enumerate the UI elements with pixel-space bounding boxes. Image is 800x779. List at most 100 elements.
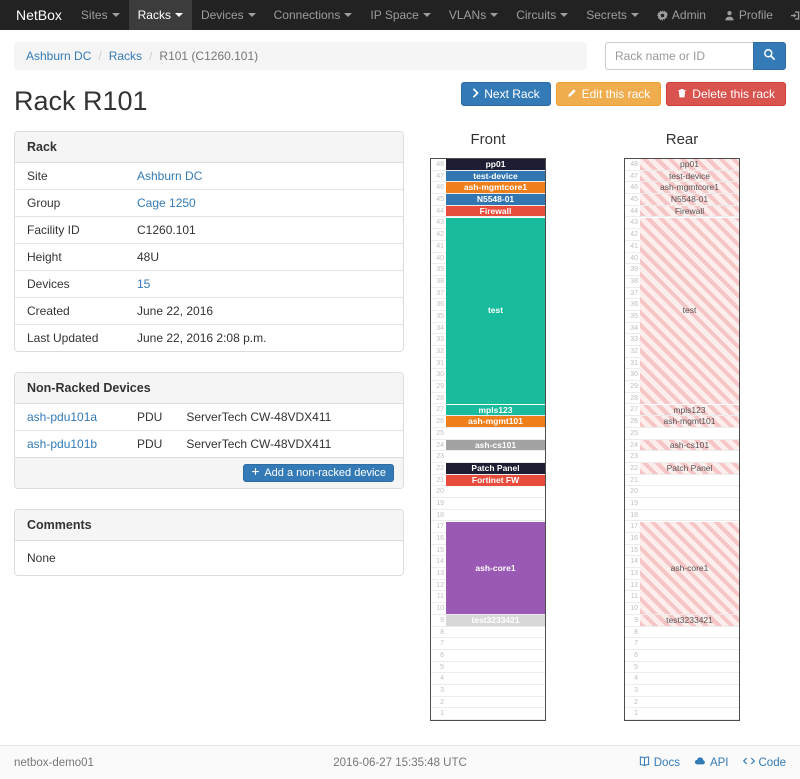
rack-panel: Rack Site Ashburn DC Group Cage 1250 Facilit… [14,131,404,352]
rack-unit-number: 11 [630,593,638,601]
nav-item-secrets[interactable]: Secrets [577,0,648,30]
rack-unit-21: 21 [431,475,545,487]
nav-item-label: Admin [671,8,706,22]
rack-device-patch-panel[interactable]: Patch Panel [640,463,739,474]
rack-device-n5548-01[interactable]: N5548-01 [640,194,739,205]
caret-down-icon [560,13,569,17]
nav-item-vlans[interactable]: VLANs [440,0,507,30]
attr-value-link[interactable]: Ashburn DC [137,169,203,183]
device-name-cell: ash-pdu101b [15,430,125,457]
rack-unit-number: 47 [630,172,638,180]
breadcrumb-item-racks[interactable]: Racks [108,49,143,63]
attr-value-height: 48U [125,243,403,271]
rack-unit-number: 39 [436,266,444,274]
attr-value-link[interactable]: 15 [137,277,151,291]
rack-device-ash-cs101[interactable]: ash-cs101 [446,439,545,451]
rack-unit-number: 31 [436,359,444,367]
add-nonracked-device-button[interactable]: Add a non-racked device [243,464,394,482]
next-rack-button[interactable]: Next Rack [461,82,551,106]
search-input[interactable] [605,42,753,70]
nav-item-racks[interactable]: Racks [128,0,192,30]
chevron-right-icon [472,87,479,101]
rack-device-ash-cs101[interactable]: ash-cs101 [640,439,739,451]
rack-unit-number: 5 [440,663,444,671]
rack-unit-number: 13 [436,570,444,578]
rack-unit-27: 27 [625,404,739,417]
delete-rack-button[interactable]: Delete this rack [666,82,786,106]
rack-unit-number: 15 [630,546,638,554]
rack-device-ash-core1[interactable]: ash-core1 [446,521,545,615]
rack-device-test-device[interactable]: test-device [446,170,545,182]
rack-attr-row: Created June 22, 2016 [15,297,403,325]
rack-device-mpls123[interactable]: mpls123 [640,404,739,416]
breadcrumb-item-ashburn-dc[interactable]: Ashburn DC [26,49,92,63]
footer-link-api[interactable]: API [694,755,729,770]
rack-unit-24: 24 [625,440,739,452]
rack-device-test-device[interactable]: test-device [640,170,739,182]
nonracked-device-row: ash-pdu101b PDU ServerTech CW-48VDX411 [15,430,403,457]
rack-device-pp01[interactable]: pp01 [446,159,545,170]
rack-unit-2: 2 [625,697,739,709]
rack-unit-44: 44 [625,206,739,218]
rack-unit-number: 1 [634,710,638,718]
rack-device-ash-mgmtcore1[interactable]: ash-mgmtcore1 [446,182,545,194]
attr-label-facility-id: Facility ID [15,216,125,244]
nav-item-sites[interactable]: Sites [72,0,129,30]
rack-unit-46: 46 [625,182,739,195]
comments-body: None [27,551,56,565]
rack-device-pp01[interactable]: pp01 [640,159,739,170]
rack-device-n5548-01[interactable]: N5548-01 [446,194,545,205]
nav-item-logout[interactable]: Log out [782,0,800,30]
rack-unit-number: 15 [436,546,444,554]
brand-logo[interactable]: NetBox [16,7,62,23]
title-row: Rack R101 Next Rack Edit this rack Delet… [14,74,786,127]
edit-rack-button[interactable]: Edit this rack [555,82,662,106]
rack-device-firewall[interactable]: Firewall [640,205,739,217]
nonracked-device-row: ash-pdu101a PDU ServerTech CW-48VDX411 [15,404,403,431]
nav-item-profile[interactable]: Profile [715,0,782,30]
search-button[interactable] [753,42,786,70]
nav-item-admin[interactable]: Admin [648,0,715,30]
nav-item-devices[interactable]: Devices [192,0,265,30]
nav-item-label: Circuits [516,8,557,22]
rack-unit-number: 48 [630,161,638,168]
footer-link-docs[interactable]: Docs [639,755,680,770]
rack-unit-23: 23 [625,451,739,463]
rack-unit-number: 14 [436,558,444,566]
rack-unit-number: 40 [436,254,444,262]
pencil-icon [567,87,577,101]
rack-device-ash-mgmt101[interactable]: ash-mgmt101 [640,416,739,428]
attr-label-site: Site [27,169,48,183]
rack-device-ash-core1[interactable]: ash-core1 [640,521,739,615]
main-content: Rack Site Ashburn DC Group Cage 1250 Facilit… [14,131,786,721]
device-name-link[interactable]: ash-pdu101b [27,437,98,451]
rack-device-ash-mgmtcore1[interactable]: ash-mgmtcore1 [640,182,739,194]
rack-device-ash-mgmt101[interactable]: ash-mgmt101 [446,416,545,428]
nav-item-circuits[interactable]: Circuits [507,0,577,30]
rack-unit-number: 17 [630,523,638,531]
nav-item-connections[interactable]: Connections [265,0,362,30]
rack-unit-number: 27 [436,406,444,414]
device-name-link[interactable]: ash-pdu101a [27,410,98,424]
rack-device-test3233421[interactable]: test3233421 [640,615,739,626]
rack-device-test3233421[interactable]: test3233421 [446,615,545,626]
server-hostname: netbox-demo01 [14,756,94,769]
attr-value-link[interactable]: Cage 1250 [137,196,196,210]
rack-device-mpls123[interactable]: mpls123 [446,404,545,416]
rack-unit-number: 14 [630,558,638,566]
rack-unit-number: 24 [630,441,638,449]
button-label: Add a non-racked device [264,467,386,479]
rack-device-firewall[interactable]: Firewall [446,205,545,217]
rack-device-fortinet-fw[interactable]: Fortinet FW [446,474,545,486]
rack-attr-row: Last Updated June 22, 2016 2:08 p.m. [15,324,403,351]
rack-device-patch-panel[interactable]: Patch Panel [446,463,545,474]
rack-actions: Next Rack Edit this rack Delete this rac… [461,82,786,127]
rack-unit-20: 20 [431,486,545,498]
rack-device-test[interactable]: test [446,217,545,404]
rack-unit-number: 46 [630,184,638,192]
rack-device-test[interactable]: test [640,217,739,404]
nav-item-ip-space[interactable]: IP Space [361,0,439,30]
breadcrumb-item-r101-(c1260.101): R101 (C1260.101) [159,49,259,63]
rack-unit-number: 16 [436,535,444,542]
footer-link-code[interactable]: Code [742,755,786,770]
